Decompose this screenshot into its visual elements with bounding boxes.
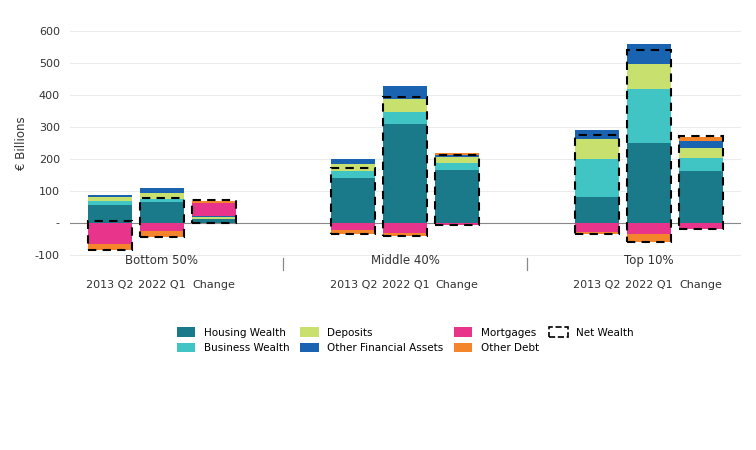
Bar (435, 153, 479, 154)
Bar (435, 223, 479, 225)
Bar (383, 99, 427, 112)
Bar (331, 230, 376, 234)
Bar (191, 203, 236, 216)
Bar (575, 197, 619, 223)
Bar (331, 178, 376, 223)
Bar (575, 223, 619, 232)
Bar (140, 231, 184, 237)
Bar (575, 139, 619, 159)
Bar (191, 216, 236, 217)
Bar (627, 63, 671, 89)
Y-axis label: € Billions: € Billions (15, 116, 28, 170)
Bar (88, 198, 132, 201)
Text: Middle 40%: Middle 40% (371, 254, 440, 267)
Text: Top 10%: Top 10% (624, 254, 674, 267)
Bar (627, 234, 671, 243)
Bar (140, 188, 184, 193)
Bar (88, 195, 132, 198)
Bar (140, 223, 184, 231)
Bar (331, 223, 376, 230)
Bar (627, 89, 671, 144)
Legend: Housing Wealth, Business Wealth, Deposits, Other Financial Assets, Mortgages, Ot: Housing Wealth, Business Wealth, Deposit… (172, 323, 638, 357)
Bar (88, 223, 132, 244)
Bar (383, 124, 427, 223)
Bar (435, 163, 479, 170)
Bar (383, 223, 427, 233)
Bar (140, 198, 184, 202)
Bar (191, 202, 236, 203)
Bar (679, 141, 723, 148)
Bar (679, 171, 723, 223)
Bar (140, 202, 184, 223)
Bar (383, 233, 427, 236)
Bar (191, 219, 236, 223)
Bar (331, 159, 376, 164)
Bar (191, 217, 236, 219)
Bar (88, 205, 132, 223)
Bar (88, 244, 132, 250)
Bar (679, 148, 723, 158)
Bar (88, 201, 132, 205)
Bar (679, 223, 723, 229)
Bar (627, 144, 671, 223)
Bar (575, 232, 619, 234)
Bar (679, 137, 723, 141)
Bar (575, 159, 619, 197)
Bar (383, 112, 427, 124)
Bar (435, 154, 479, 157)
Bar (140, 193, 184, 198)
Bar (575, 130, 619, 139)
Bar (435, 157, 479, 163)
Bar (627, 44, 671, 63)
Bar (331, 171, 376, 178)
Text: Bottom 50%: Bottom 50% (125, 254, 198, 267)
Bar (627, 223, 671, 234)
Bar (383, 86, 427, 99)
Bar (435, 170, 479, 223)
Bar (331, 164, 376, 171)
Bar (679, 158, 723, 171)
